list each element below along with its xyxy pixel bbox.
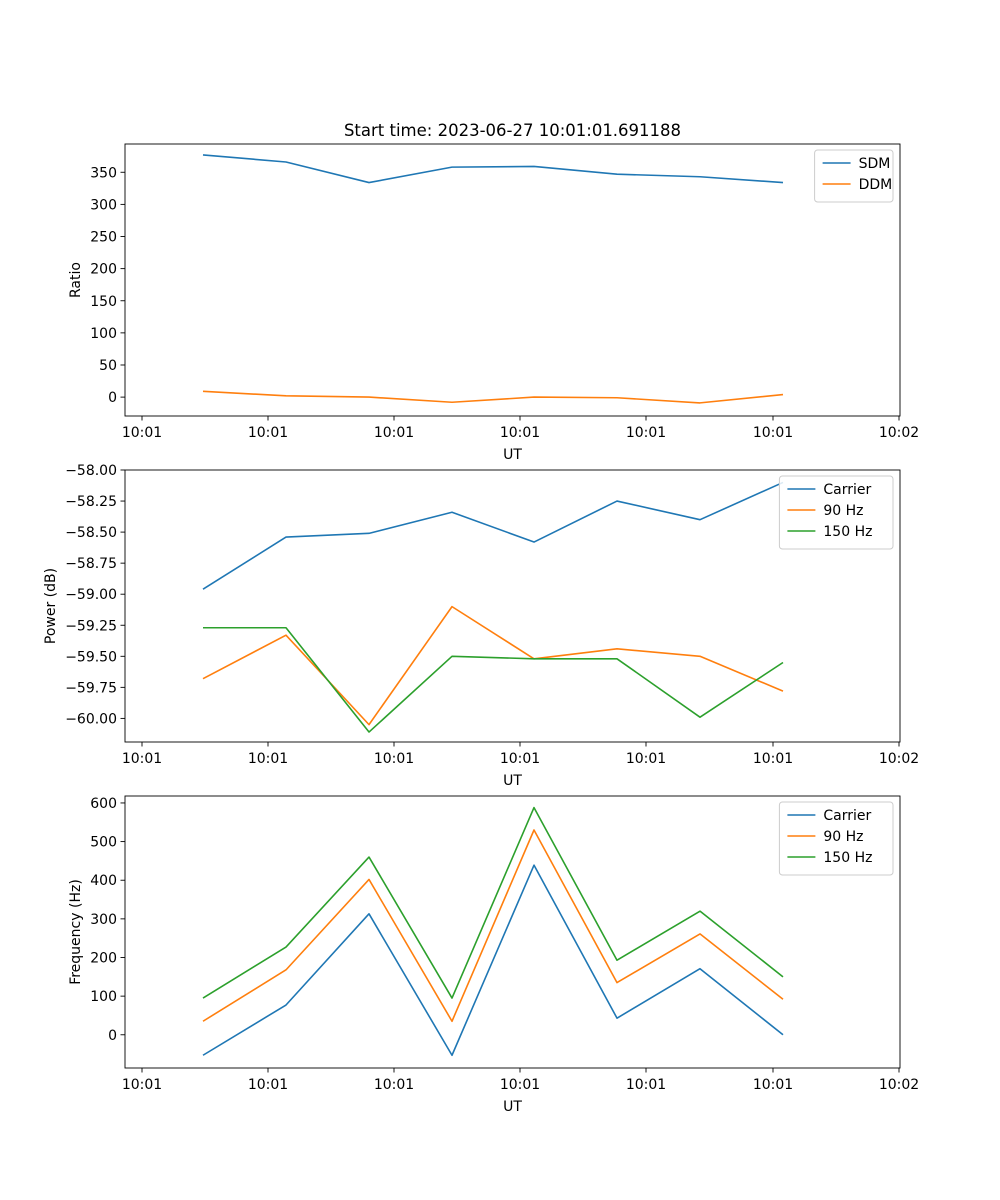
x-tick-label-3-6: 10:01 bbox=[753, 1077, 793, 1093]
series-line-3-2 bbox=[202, 829, 784, 1023]
panel-2: 10:01 10:01 10:01 10:01 10:01 10:01 10:02 −60.0… bbox=[43, 463, 919, 789]
axes-frame-1 bbox=[124, 143, 901, 417]
x-tick-label-1-3: 10:01 bbox=[374, 425, 414, 441]
x-tick-label-1-5: 10:01 bbox=[626, 425, 666, 441]
y-tick-label-3-5: 400 bbox=[90, 873, 117, 889]
y-tick-label-3-3: 200 bbox=[90, 951, 117, 967]
y-tick-label-2-7: −58.50 bbox=[65, 525, 117, 541]
panel-3: 10:01 10:01 10:01 10:01 10:01 10:01 10:02 0 100 2… bbox=[68, 795, 919, 1115]
x-tick-label-1-1: 10:01 bbox=[122, 425, 162, 441]
x-axis-label-3: UT bbox=[503, 1099, 522, 1115]
x-tick-label-1-4: 10:01 bbox=[500, 425, 540, 441]
x-tick-label-3-5: 10:01 bbox=[626, 1077, 666, 1093]
y-tick-label-1-2: 50 bbox=[99, 358, 117, 374]
y-tick-label-1-7: 300 bbox=[90, 197, 117, 213]
x-tick-label-3-2: 10:01 bbox=[248, 1077, 288, 1093]
y-tick-label-3-4: 300 bbox=[90, 912, 117, 928]
x-tick-label-2-7: 10:02 bbox=[879, 751, 919, 767]
legend-label-2-2: 90 Hz bbox=[823, 503, 863, 519]
y-tick-label-1-8: 350 bbox=[90, 165, 117, 181]
panel-1: 10:01 10:01 10:01 10:01 10:01 10:01 10:02 0 50 10… bbox=[68, 143, 919, 463]
y-axis-label-1: Ratio bbox=[68, 262, 84, 298]
x-tick-label-1-7: 10:02 bbox=[879, 425, 919, 441]
legend-label-3-3: 150 Hz bbox=[823, 850, 872, 866]
x-tick-label-1-6: 10:01 bbox=[753, 425, 793, 441]
axes-frame-3 bbox=[124, 795, 901, 1069]
x-tick-label-3-1: 10:01 bbox=[122, 1077, 162, 1093]
y-tick-label-2-8: −58.25 bbox=[65, 494, 117, 510]
x-tick-label-2-1: 10:01 bbox=[122, 751, 162, 767]
y-axis-label-2: Power (dB) bbox=[43, 568, 59, 644]
x-tick-label-3-4: 10:01 bbox=[500, 1077, 540, 1093]
x-tick-label-2-2: 10:01 bbox=[248, 751, 288, 767]
x-tick-label-1-2: 10:01 bbox=[248, 425, 288, 441]
legend-2: Carrier 90 Hz 150 Hz bbox=[778, 475, 894, 550]
legend-label-3-2: 90 Hz bbox=[823, 829, 863, 845]
axes-frame-2 bbox=[124, 469, 901, 743]
y-tick-label-3-7: 600 bbox=[90, 796, 117, 812]
y-axis-label-3: Frequency (Hz) bbox=[68, 879, 84, 985]
y-tick-label-1-4: 150 bbox=[90, 294, 117, 310]
legend-label-2-1: Carrier bbox=[823, 482, 871, 498]
panels: 10:01 10:01 10:01 10:01 10:01 10:01 10:02 0 50 10… bbox=[43, 143, 919, 1115]
y-tick-label-2-4: −59.25 bbox=[65, 618, 117, 634]
chart-title: Start time: 2023-06-27 10:01:01.691188 bbox=[344, 121, 681, 140]
y-tick-label-2-1: −60.00 bbox=[65, 711, 117, 727]
series-line-3-1 bbox=[202, 864, 784, 1057]
series-line-1-2 bbox=[202, 390, 784, 404]
x-tick-label-3-3: 10:01 bbox=[374, 1077, 414, 1093]
x-axis-label-2: UT bbox=[503, 773, 522, 789]
y-tick-label-2-6: −58.75 bbox=[65, 556, 117, 572]
y-tick-label-1-3: 100 bbox=[90, 326, 117, 342]
y-tick-label-2-9: −58.00 bbox=[65, 463, 117, 479]
x-tick-label-2-5: 10:01 bbox=[626, 751, 666, 767]
y-tick-label-3-6: 500 bbox=[90, 835, 117, 851]
y-tick-label-3-2: 100 bbox=[90, 989, 117, 1005]
x-tick-label-3-7: 10:02 bbox=[879, 1077, 919, 1093]
y-tick-label-1-1: 0 bbox=[108, 390, 117, 406]
y-tick-label-1-6: 250 bbox=[90, 230, 117, 246]
y-tick-label-3-1: 0 bbox=[108, 1028, 117, 1044]
legend-label-1-1: SDM bbox=[859, 156, 891, 172]
series-line-3-3 bbox=[202, 806, 784, 999]
legend-label-3-1: Carrier bbox=[823, 808, 871, 824]
y-tick-label-1-5: 200 bbox=[90, 262, 117, 278]
x-tick-label-2-4: 10:01 bbox=[500, 751, 540, 767]
x-tick-label-2-3: 10:01 bbox=[374, 751, 414, 767]
series-line-2-3 bbox=[203, 626, 784, 733]
legend-label-1-2: DDM bbox=[859, 177, 893, 193]
y-tick-label-2-5: −59.00 bbox=[65, 587, 117, 603]
legend-1: SDM DDM bbox=[814, 149, 894, 203]
x-axis-label-1: UT bbox=[503, 447, 522, 463]
y-tick-label-2-3: −59.50 bbox=[65, 649, 117, 665]
series-line-2-2 bbox=[202, 605, 784, 726]
legend-label-2-3: 150 Hz bbox=[823, 524, 872, 540]
legend-3: Carrier 90 Hz 150 Hz bbox=[778, 801, 894, 876]
x-tick-label-2-6: 10:01 bbox=[753, 751, 793, 767]
series-line-1-1 bbox=[202, 154, 784, 184]
series-line-2-1 bbox=[202, 481, 784, 590]
y-tick-label-2-2: −59.75 bbox=[65, 680, 117, 696]
